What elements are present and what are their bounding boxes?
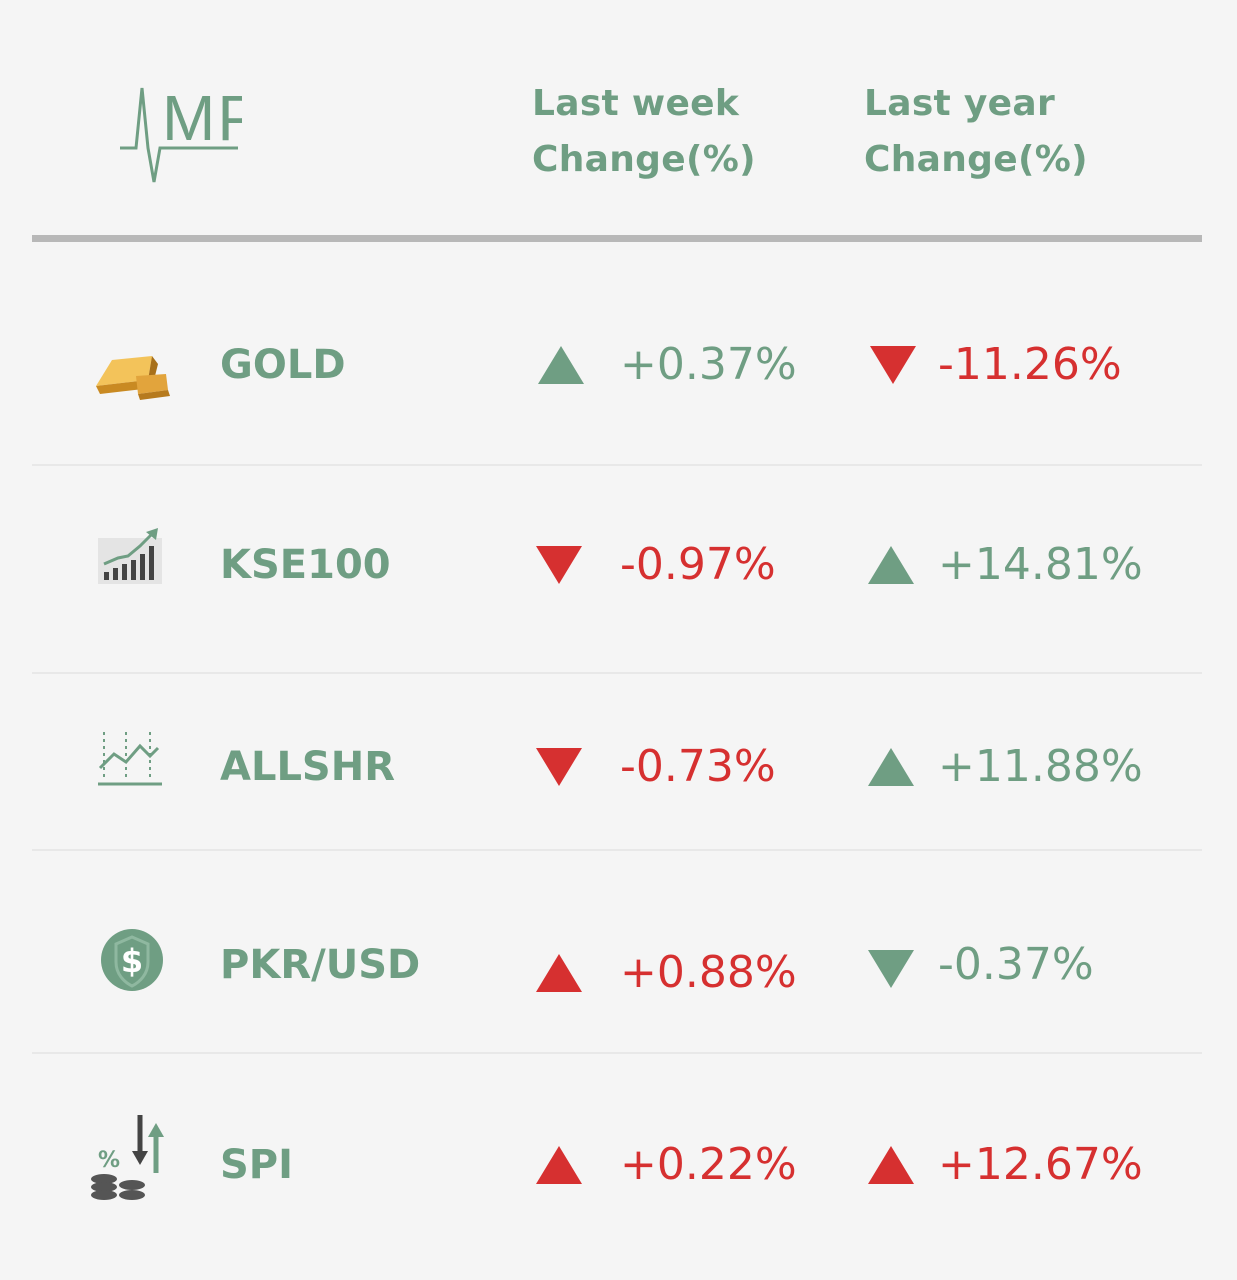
row-divider — [32, 464, 1202, 466]
table-row: KSE100 -0.97% +14.81% — [0, 520, 1237, 610]
up-arrow-icon — [536, 954, 582, 992]
up-arrow-icon — [868, 546, 914, 584]
down-arrow-icon — [536, 748, 582, 786]
asset-name: GOLD — [220, 342, 346, 388]
bar-chart-growth-icon — [98, 528, 162, 584]
week-change-value: -0.73% — [620, 741, 776, 792]
week-change-value: +0.88% — [620, 947, 797, 998]
logo-text: MP — [162, 82, 242, 154]
year-change-value: -0.37% — [938, 939, 1094, 990]
year-change-value: +12.67% — [938, 1139, 1143, 1190]
table-row: % SPI +0.22% +12.67% — [0, 1115, 1237, 1210]
header-last-week: Last week Change(%) — [532, 76, 756, 188]
week-change-value: +0.22% — [620, 1139, 797, 1190]
header-week-line1: Last week — [532, 83, 740, 124]
svg-text:$: $ — [121, 942, 143, 980]
year-change-value: +11.88% — [938, 741, 1143, 792]
header-last-year: Last year Change(%) — [864, 76, 1088, 188]
percent-coins-arrows-icon: % — [91, 1115, 164, 1200]
table-row: ALLSHR -0.73% +11.88% — [0, 722, 1237, 812]
up-arrow-icon — [868, 1146, 914, 1184]
svg-text:%: % — [98, 1148, 120, 1173]
amp-logo: MP — [120, 82, 242, 183]
up-arrow-icon — [536, 1146, 582, 1184]
asset-name: SPI — [220, 1142, 294, 1188]
row-divider — [32, 1052, 1202, 1054]
line-chart-icon — [98, 732, 162, 786]
down-arrow-icon — [868, 950, 914, 988]
row-divider — [32, 849, 1202, 851]
header-year-line1: Last year — [864, 83, 1056, 124]
week-change-value: -0.97% — [620, 539, 776, 590]
week-change-value: +0.37% — [620, 339, 797, 390]
gold-bars-icon — [96, 356, 170, 400]
up-arrow-icon — [868, 748, 914, 786]
table-row: GOLD +0.37% -11.26% — [0, 320, 1237, 410]
year-change-value: -11.26% — [938, 339, 1122, 390]
header-week-line2: Change(%) — [532, 139, 756, 180]
asset-name: ALLSHR — [220, 744, 396, 790]
asset-name: KSE100 — [220, 542, 391, 588]
year-change-value: +14.81% — [938, 539, 1143, 590]
row-divider — [32, 672, 1202, 674]
down-arrow-icon — [536, 546, 582, 584]
header-year-line2: Change(%) — [864, 139, 1088, 180]
header-divider — [32, 235, 1202, 242]
up-arrow-icon — [538, 346, 584, 384]
table-row: $ PKR/USD +0.88% -0.37% — [0, 920, 1237, 1010]
down-arrow-icon — [870, 346, 916, 384]
asset-name: PKR/USD — [220, 942, 421, 988]
dollar-coin-icon: $ — [101, 929, 163, 991]
